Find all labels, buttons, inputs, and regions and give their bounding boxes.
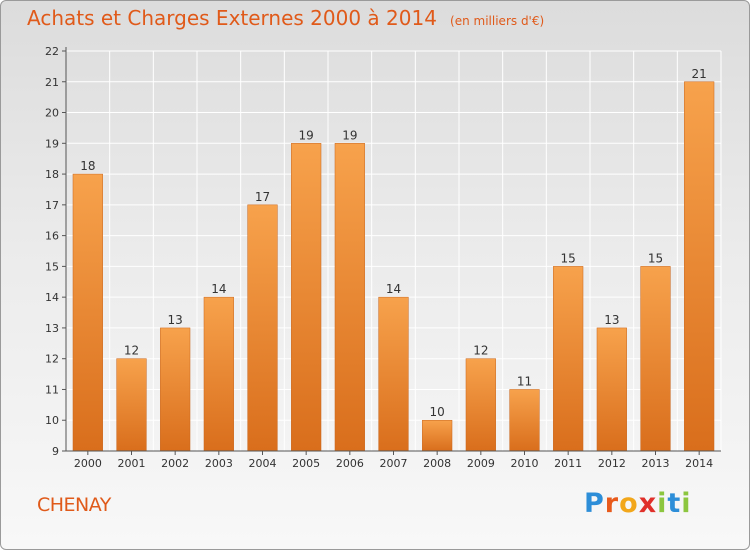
- x-tick-label: 2000: [74, 457, 102, 470]
- data-label: 15: [648, 251, 663, 265]
- bar-2011: [553, 266, 584, 452]
- y-tick-label: 9: [52, 445, 59, 458]
- bar-2009: [465, 358, 496, 452]
- data-label: 19: [299, 128, 314, 142]
- data-label: 11: [517, 374, 532, 388]
- bar-2001: [116, 358, 147, 452]
- bar-2014: [684, 81, 715, 452]
- y-tick-label: 19: [45, 137, 59, 150]
- x-tick-label: 2002: [161, 457, 189, 470]
- logo-letter: o: [619, 488, 639, 519]
- x-tick-label: 2008: [423, 457, 451, 470]
- bar-2004: [247, 204, 278, 452]
- data-label: 18: [80, 159, 95, 173]
- logo-letter: P: [584, 488, 605, 519]
- title-row: Achats et Charges Externes 2000 à 2014 (…: [27, 6, 544, 30]
- data-label: 13: [604, 313, 619, 327]
- x-tick-label: 2003: [205, 457, 233, 470]
- y-tick-label: 12: [45, 353, 59, 366]
- y-tick-label: 16: [45, 230, 59, 243]
- x-tick-label: 2004: [249, 457, 277, 470]
- x-tick-label: 2014: [685, 457, 713, 470]
- data-label: 14: [386, 282, 401, 296]
- y-tick-label: 10: [45, 414, 59, 427]
- data-label: 13: [168, 313, 183, 327]
- y-tick-label: 11: [45, 383, 59, 396]
- bar-2003: [203, 296, 234, 452]
- y-tick-label: 18: [45, 168, 59, 181]
- bar-2005: [291, 143, 322, 452]
- bar-2000: [72, 173, 103, 452]
- data-label: 10: [430, 405, 445, 419]
- data-label: 19: [342, 128, 357, 142]
- logo-letter: x: [638, 488, 658, 519]
- chart-subtitle: (en milliers d'€): [450, 14, 545, 28]
- y-tick-label: 20: [45, 107, 59, 120]
- x-tick-label: 2012: [598, 457, 626, 470]
- bar-2010: [509, 389, 540, 452]
- x-tick-label: 2009: [467, 457, 495, 470]
- x-tick-label: 2010: [511, 457, 539, 470]
- logo-letter: i: [657, 488, 668, 519]
- commune-name: CHENAY: [37, 494, 111, 516]
- data-label: 15: [561, 251, 576, 265]
- data-label: 17: [255, 190, 270, 204]
- bar-2012: [596, 327, 627, 452]
- bar-2013: [640, 266, 671, 452]
- bar-2006: [334, 143, 365, 452]
- proxiti-logo[interactable]: Proxiti: [584, 488, 692, 519]
- bar-2007: [378, 296, 409, 452]
- y-tick-label: 15: [45, 260, 59, 273]
- y-tick-label: 13: [45, 322, 59, 335]
- y-tick-label: 22: [45, 45, 59, 58]
- x-tick-label: 2013: [642, 457, 670, 470]
- bar-2002: [160, 327, 191, 452]
- data-label: 12: [473, 344, 488, 358]
- data-label: 12: [124, 344, 139, 358]
- y-tick-label: 14: [45, 291, 59, 304]
- x-tick-label: 2001: [118, 457, 146, 470]
- chart-title: Achats et Charges Externes 2000 à 2014: [27, 6, 437, 30]
- x-tick-label: 2005: [292, 457, 320, 470]
- logo-letter: i: [681, 488, 692, 519]
- data-label: 14: [211, 282, 226, 296]
- bar-2008: [422, 419, 453, 452]
- y-tick-label: 21: [45, 76, 59, 89]
- y-tick-label: 17: [45, 199, 59, 212]
- x-tick-label: 2007: [380, 457, 408, 470]
- data-label: 21: [692, 67, 707, 81]
- x-tick-label: 2011: [554, 457, 582, 470]
- x-tick-label: 2006: [336, 457, 364, 470]
- logo-letter: r: [604, 488, 620, 519]
- logo-letter: t: [667, 488, 682, 519]
